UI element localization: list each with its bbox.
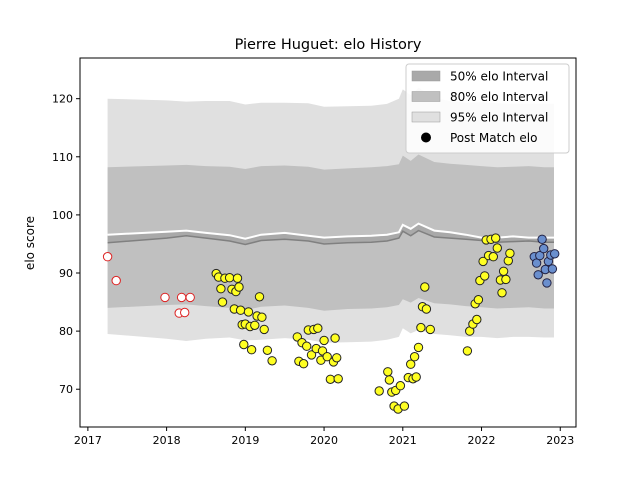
data-point (160, 292, 170, 303)
legend-box (405, 63, 570, 154)
data-point (217, 297, 228, 307)
legend-label: 50% elo Interval (450, 70, 548, 84)
y-tick-label: 70 (59, 383, 73, 396)
data-point (409, 352, 420, 362)
x-axis: 2017 2018 2019 2020 2021 2022 2023 (74, 427, 574, 447)
data-point (488, 252, 498, 262)
x-tick-label: 2022 (468, 434, 496, 447)
legend-swatch (411, 91, 441, 102)
data-point (537, 234, 547, 245)
data-point (491, 233, 501, 243)
data-point (298, 359, 309, 369)
data-point (330, 333, 340, 343)
post-match-points (102, 233, 560, 414)
legend-swatch (411, 70, 441, 82)
data-point (411, 372, 421, 382)
data-point (262, 345, 273, 355)
x-tick-label: 2021 (389, 434, 417, 447)
data-point (250, 320, 260, 330)
legend-marker (421, 132, 431, 143)
data-point (332, 353, 342, 363)
data-point (480, 271, 490, 281)
data-point (550, 249, 560, 259)
data-point (473, 295, 484, 305)
y-tick-label: 120 (52, 93, 73, 106)
data-point (425, 324, 435, 335)
y-tick-label: 90 (59, 267, 73, 280)
data-point (384, 375, 395, 385)
x-tick-label: 2018 (153, 434, 181, 447)
data-point (395, 381, 406, 391)
data-point (267, 356, 277, 366)
data-point (180, 307, 190, 318)
data-point (259, 324, 269, 335)
data-point (503, 256, 513, 266)
data-point (421, 304, 432, 314)
legend-label: 95% elo Interval (450, 111, 548, 125)
data-point (176, 292, 187, 303)
data-point (232, 273, 243, 283)
data-point (319, 335, 329, 346)
data-point (185, 292, 195, 303)
legend-label: Post Match elo (450, 131, 537, 145)
data-point (416, 322, 426, 333)
data-point (325, 374, 336, 384)
data-point (539, 243, 549, 254)
data-point (257, 312, 267, 322)
data-point (472, 314, 482, 325)
data-point (497, 288, 507, 298)
data-point (111, 275, 121, 286)
y-tick-label: 80 (59, 325, 73, 338)
data-point (547, 264, 558, 274)
data-point (246, 345, 257, 355)
data-point (254, 292, 265, 302)
data-point (239, 339, 249, 350)
data-point (235, 305, 246, 315)
data-point (420, 282, 430, 292)
data-point (243, 307, 254, 317)
data-point (533, 270, 543, 280)
data-point (322, 352, 332, 362)
legend-swatch (411, 111, 441, 123)
data-point (492, 243, 502, 253)
data-point (501, 274, 511, 285)
data-point (498, 266, 509, 276)
data-point (216, 284, 226, 294)
y-axis-label: elo score (23, 216, 37, 270)
data-point (234, 282, 244, 292)
data-point (413, 342, 424, 353)
data-point (102, 252, 113, 262)
plot-frame (79, 57, 577, 428)
legend-label: 80% elo Interval (450, 90, 548, 104)
y-tick-label: 100 (52, 209, 73, 222)
data-point (462, 346, 473, 356)
x-tick-label: 2020 (310, 434, 338, 447)
x-tick-label: 2017 (74, 434, 102, 447)
data-point (535, 250, 545, 261)
y-tick-label: 110 (52, 151, 73, 164)
data-point (224, 273, 235, 283)
data-point (374, 386, 384, 396)
x-tick-label: 2019 (231, 434, 259, 447)
data-point (333, 374, 343, 384)
data-point (383, 367, 393, 377)
data-point (306, 350, 317, 360)
data-point (542, 278, 552, 288)
data-point (505, 248, 515, 259)
x-tick-label: 2023 (546, 434, 574, 447)
data-point (302, 341, 312, 351)
data-point (406, 359, 416, 369)
data-point (313, 323, 323, 333)
data-point (478, 256, 488, 267)
data-point (399, 401, 410, 411)
chart-title: Pierre Huguet: elo History (235, 37, 422, 53)
y-axis: 70 80 90 100 110 120 (52, 93, 80, 396)
legend: 50% elo Interval 80% elo Interval 95% elo … (405, 63, 570, 154)
